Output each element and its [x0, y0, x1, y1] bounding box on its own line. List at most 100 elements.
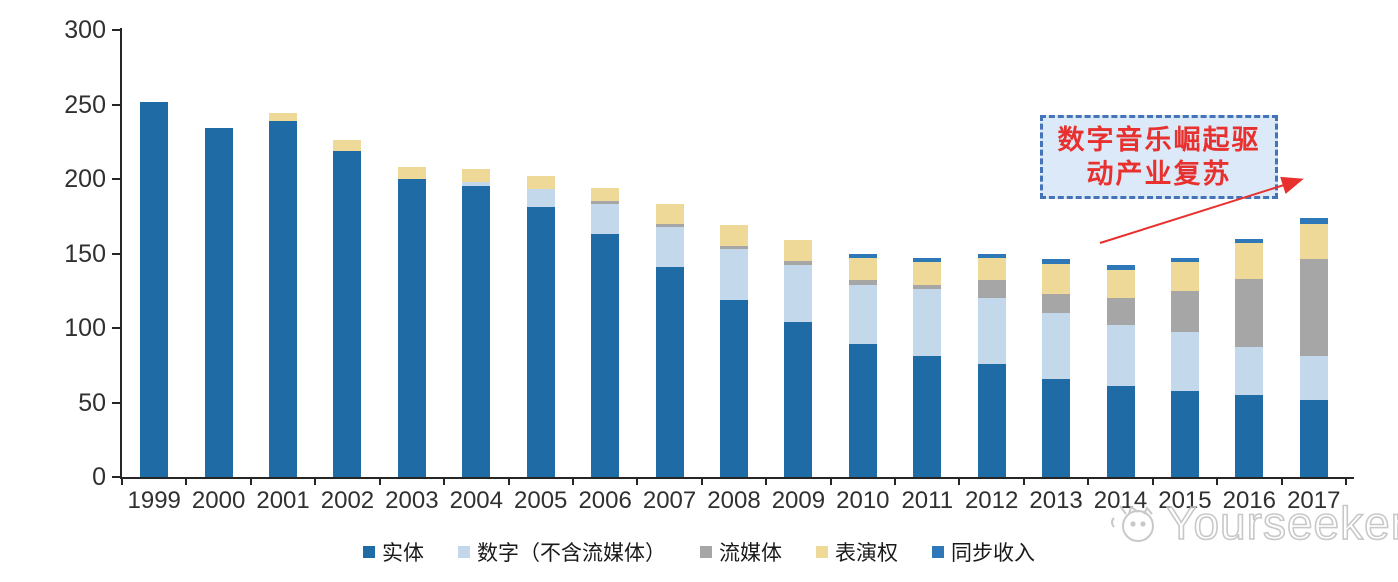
x-axis-label-2004: 2004 [449, 487, 503, 514]
x-axis-tick [185, 478, 188, 485]
bar-segment-2005 [526, 207, 555, 477]
bar-segment-2001 [269, 113, 298, 121]
x-axis-label-2011: 2011 [901, 487, 954, 514]
legend-label: 同步收入 [951, 541, 1035, 565]
bar-segment-2015 [1170, 262, 1199, 291]
bar-segment-2016 [1235, 395, 1264, 477]
x-axis-label-2015: 2015 [1158, 487, 1212, 514]
x-axis-tick [378, 478, 381, 485]
x-axis-label-2008: 2008 [707, 487, 761, 514]
bar-segment-2004 [462, 186, 491, 477]
x-axis-tick [1344, 478, 1347, 485]
bar-segment-2012 [977, 257, 1006, 281]
bar-segment-1999 [140, 101, 169, 477]
bar-segment-2015 [1170, 290, 1199, 333]
y-axis-tick [112, 476, 121, 478]
annotation-callout: 数字音乐崛起驱 动产业复苏 [1040, 115, 1278, 199]
y-axis-tick-label: 150 [64, 239, 106, 268]
y-axis-tick-label: 300 [64, 16, 106, 44]
legend-item: 实体 [363, 537, 424, 567]
legend-item: 表演权 [816, 537, 898, 567]
bar-segment-2013 [1042, 293, 1071, 314]
bar-segment-2004 [462, 168, 491, 182]
x-axis-tick [1151, 478, 1154, 485]
legend-marker-icon [458, 546, 470, 558]
bar-segment-2004 [462, 181, 491, 187]
bar-segment-2012 [977, 253, 1006, 258]
y-axis-tick [112, 401, 121, 404]
bar-segment-2011 [913, 289, 942, 357]
bar-segment-2016 [1235, 347, 1264, 396]
bar-segment-2014 [1106, 386, 1135, 477]
bar-segment-2003 [397, 167, 426, 179]
x-axis-label-1999: 1999 [127, 487, 181, 514]
bar-segment-2008 [719, 249, 748, 300]
x-axis-tick [443, 478, 446, 485]
bar-segment-2013 [1042, 313, 1071, 379]
x-axis-tick [249, 478, 252, 485]
x-axis-tick [636, 478, 639, 485]
bar-segment-2006 [591, 204, 620, 235]
bar-segment-2011 [913, 262, 942, 285]
bar-segment-2016 [1235, 238, 1264, 244]
bar-segment-2002 [333, 150, 362, 477]
y-axis-tick [112, 252, 121, 255]
y-axis-tick-label: 200 [64, 165, 106, 193]
y-axis-tick-label: 0 [92, 463, 106, 491]
bar-segment-2015 [1170, 332, 1199, 391]
legend-item: 同步收入 [932, 537, 1035, 567]
y-axis-tick-label: 50 [78, 388, 106, 417]
y-axis-tick [112, 327, 121, 329]
bar-segment-2010 [848, 280, 877, 285]
bar-segment-2008 [719, 225, 748, 247]
bar-segment-2015 [1170, 390, 1199, 477]
x-axis-tick [1022, 478, 1025, 485]
x-axis-label-2003: 2003 [385, 487, 439, 514]
x-axis-label-2001: 2001 [256, 487, 310, 514]
legend-marker-icon [363, 546, 375, 558]
watermark-text: Yourseeker [1165, 497, 1398, 549]
x-axis-tick [1280, 478, 1283, 485]
x-axis-tick [1216, 478, 1219, 485]
x-axis-tick [958, 478, 961, 485]
legend-item: 流媒体 [700, 537, 782, 567]
legend-marker-icon [700, 546, 712, 558]
bar-segment-2003 [397, 179, 426, 477]
bar-segment-2013 [1042, 378, 1071, 477]
y-axis-tick-label: 250 [64, 90, 106, 119]
x-axis-tick [571, 478, 574, 485]
bar-segment-2016 [1235, 278, 1264, 348]
bar-segment-2009 [784, 265, 813, 323]
x-axis-label-2013: 2013 [1029, 487, 1083, 514]
bar-segment-2017 [1299, 356, 1328, 400]
legend: 实体 数字（不含流媒体） 流媒体 表演权 同步收入 [0, 537, 1398, 567]
bar-segment-2014 [1106, 269, 1135, 299]
bar-segment-2017 [1299, 217, 1328, 224]
bar-segment-2011 [913, 284, 942, 290]
bar-segment-2013 [1042, 263, 1071, 294]
bar-segment-2000 [204, 128, 233, 477]
bar-segment-2010 [848, 284, 877, 345]
yourseeker-logo-icon [1111, 505, 1154, 542]
bar-segment-2012 [977, 298, 1006, 364]
bar-segment-2012 [977, 280, 1006, 299]
y-axis-tick-label: 100 [64, 314, 106, 342]
bar-segment-2008 [719, 246, 748, 250]
x-axis-label-2016: 2016 [1222, 487, 1277, 514]
bar-segment-2006 [591, 234, 620, 477]
x-axis-label-2010: 2010 [836, 487, 890, 514]
legend-label: 数字（不含流媒体） [477, 541, 666, 565]
bar-segment-2012 [977, 363, 1006, 477]
x-axis-tick [507, 478, 510, 485]
x-axis-tick [829, 478, 832, 485]
legend-marker-icon [816, 546, 828, 558]
bar-segment-2005 [526, 176, 555, 190]
y-axis-tick [112, 178, 121, 180]
bar-segment-2009 [784, 260, 813, 266]
bar-segment-2017 [1299, 223, 1328, 260]
bar-segment-2007 [655, 266, 684, 477]
legend-label: 表演权 [835, 541, 898, 565]
bar-segment-2007 [655, 226, 684, 267]
x-axis-label-2012: 2012 [964, 487, 1019, 514]
